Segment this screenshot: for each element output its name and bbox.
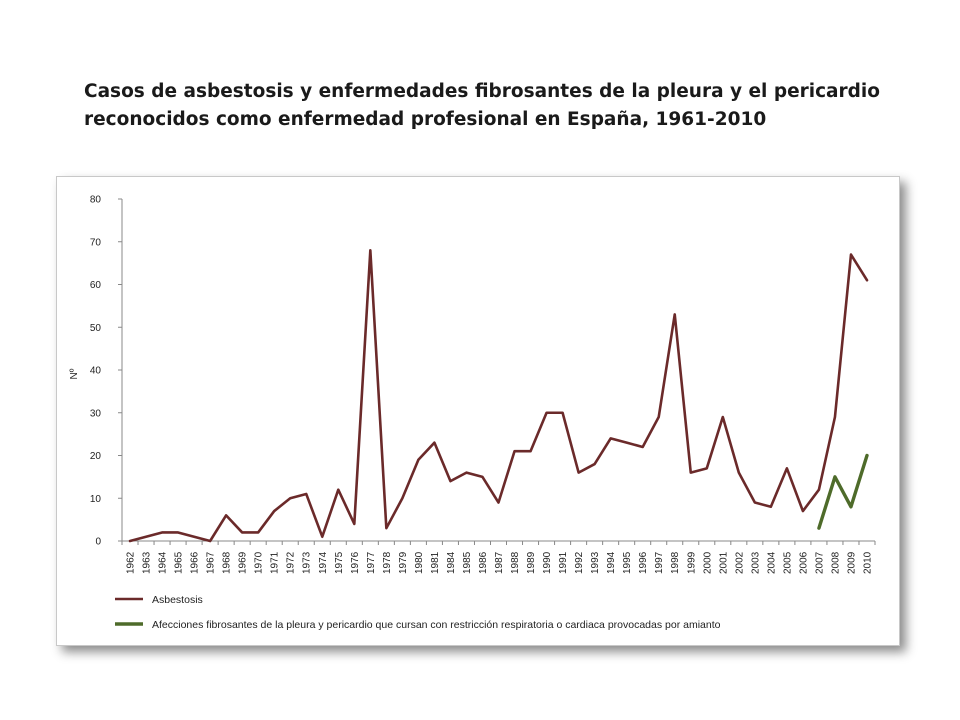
legend-label: Asbestosis bbox=[152, 594, 203, 606]
x-tick-label: 1968 bbox=[222, 551, 233, 574]
x-tick-label: 1995 bbox=[622, 551, 633, 574]
series-line bbox=[128, 249, 869, 543]
x-tick-label: 1988 bbox=[510, 551, 521, 574]
x-tick-label: 1973 bbox=[302, 551, 313, 574]
x-tick-label: 1989 bbox=[526, 551, 537, 574]
x-tick-label: 1970 bbox=[254, 551, 265, 574]
x-tick-label: 2004 bbox=[766, 551, 777, 574]
x-tick-label: 2003 bbox=[750, 551, 761, 574]
x-axis: 1962 1963 1964 1965 1966 1967 1968 1969 1970 1971… bbox=[121, 540, 876, 574]
x-tick-label: 1996 bbox=[638, 551, 649, 574]
x-tick-label: 1967 bbox=[206, 551, 217, 574]
page-title: Casos de asbestosis y enfermedades fibro… bbox=[84, 78, 904, 134]
x-tick-label: 1963 bbox=[142, 551, 153, 574]
series-1 bbox=[128, 249, 869, 543]
x-tick-label: 1984 bbox=[446, 551, 457, 574]
x-tick-label: 1972 bbox=[286, 551, 297, 574]
x-tick-label: 1994 bbox=[606, 551, 617, 574]
y-tick-label: 0 bbox=[95, 537, 101, 548]
x-tick-label: 1964 bbox=[158, 551, 169, 574]
x-tick-label: 1987 bbox=[494, 551, 505, 574]
series-line bbox=[817, 453, 869, 530]
series-2 bbox=[817, 453, 869, 530]
y-tick-label: 80 bbox=[90, 195, 102, 206]
x-tick-label: 1979 bbox=[398, 551, 409, 574]
x-tick-label: 2010 bbox=[862, 551, 873, 574]
legend-item: Afecciones fibrosantes de la pleura y pe… bbox=[115, 619, 721, 631]
title-line-1: Casos de asbestosis y enfermedades fibro… bbox=[84, 81, 880, 102]
x-tick-label: 1965 bbox=[174, 551, 185, 574]
x-tick-label: 1985 bbox=[462, 551, 473, 574]
y-tick-label: 50 bbox=[90, 323, 102, 334]
x-tick-label: 2009 bbox=[846, 551, 857, 574]
x-tick-label: 1991 bbox=[558, 551, 569, 574]
x-tick-label: 2000 bbox=[702, 551, 713, 574]
x-tick-label: 1980 bbox=[414, 551, 425, 574]
x-tick-label: 1974 bbox=[318, 551, 329, 574]
series-layer bbox=[128, 249, 869, 543]
x-tick-label: 1966 bbox=[190, 551, 201, 574]
x-tick-label: 2006 bbox=[798, 551, 809, 574]
y-tick-label: 70 bbox=[90, 237, 102, 248]
x-tick-label: 1978 bbox=[382, 551, 393, 574]
x-tick-label: 1975 bbox=[334, 551, 345, 574]
y-tick-label: 30 bbox=[90, 408, 102, 419]
x-tick-label: 1993 bbox=[590, 551, 601, 574]
legend-label: Afecciones fibrosantes de la pleura y pe… bbox=[152, 619, 721, 631]
x-tick-label: 1986 bbox=[478, 551, 489, 574]
x-tick-label: 1997 bbox=[654, 551, 665, 574]
x-tick-label: 2002 bbox=[734, 551, 745, 574]
y-tick-label: 40 bbox=[90, 366, 102, 377]
y-tick-label: 10 bbox=[90, 494, 102, 505]
y-tick-label: 20 bbox=[90, 451, 102, 462]
x-tick-label: 2005 bbox=[782, 551, 793, 574]
x-tick-label: 2007 bbox=[814, 551, 825, 574]
x-tick-label: 1998 bbox=[670, 551, 681, 574]
x-tick-label: 2008 bbox=[830, 551, 841, 574]
x-tick-label: 1962 bbox=[126, 551, 137, 574]
x-tick-label: 1999 bbox=[686, 551, 697, 574]
y-tick-label: 60 bbox=[90, 280, 102, 291]
x-tick-label: 1969 bbox=[238, 551, 249, 574]
x-tick-label: 1981 bbox=[430, 551, 441, 574]
x-tick-label: 1992 bbox=[574, 551, 585, 574]
x-tick-label: 1976 bbox=[350, 551, 361, 574]
x-tick-label: 1990 bbox=[542, 551, 553, 574]
legend: Asbestosis Afecciones fibrosantes de la p… bbox=[115, 594, 721, 631]
y-axis-label: Nº bbox=[69, 368, 80, 379]
x-tick-label: 1971 bbox=[270, 551, 281, 574]
x-tick-label: 1977 bbox=[366, 551, 377, 574]
title-line-2: reconocidos como enfermedad profesional … bbox=[84, 109, 767, 130]
y-axis: 0 10 20 30 40 50 60 70 80 bbox=[90, 195, 123, 548]
chart-panel: 0 10 20 30 40 50 60 70 80 1962 1963 1964 1965 1966 19… bbox=[56, 176, 900, 646]
legend-item: Asbestosis bbox=[115, 594, 203, 606]
x-tick-label: 2001 bbox=[718, 551, 729, 574]
